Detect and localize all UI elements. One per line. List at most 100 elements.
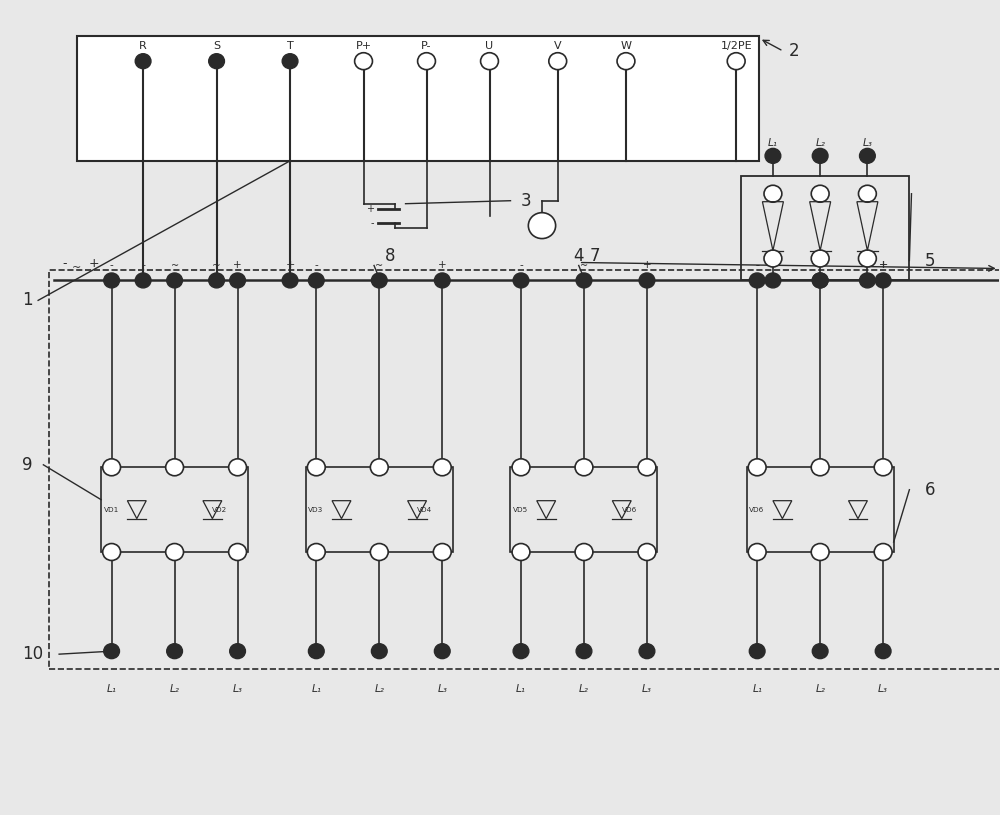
Circle shape [874,544,892,561]
Text: P+: P+ [355,42,372,51]
Circle shape [638,459,656,476]
Circle shape [229,459,246,476]
Circle shape [812,273,828,288]
Text: +: + [366,204,374,214]
Circle shape [135,54,151,68]
Circle shape [575,459,593,476]
Circle shape [528,213,556,239]
Text: -: - [110,261,113,271]
Circle shape [307,544,325,561]
Bar [747,467,894,552]
Text: 2: 2 [789,42,799,60]
Text: -: - [141,261,145,271]
Circle shape [512,544,530,561]
Circle shape [513,273,529,288]
Circle shape [858,250,876,267]
Text: L₁: L₁ [311,684,321,694]
Text: -: - [62,258,67,271]
Text: V: V [554,42,562,51]
Circle shape [575,544,593,561]
Circle shape [576,273,592,288]
Text: VD5: VD5 [513,507,528,513]
Bar [306,467,453,552]
Text: -: - [755,261,759,271]
Circle shape [434,273,450,288]
Bar [741,176,909,280]
Bar [101,467,248,552]
Bar [77,37,759,161]
Text: ~: ~ [212,262,221,271]
Text: 7: 7 [589,246,600,265]
Text: 8: 8 [385,246,395,265]
Text: 6: 6 [925,481,936,499]
Circle shape [875,644,891,659]
Circle shape [103,544,121,561]
Bar [510,467,657,552]
Bar [1,2,999,280]
Circle shape [860,148,875,163]
Circle shape [513,644,529,659]
Text: L₂: L₂ [815,138,825,148]
Circle shape [355,53,372,69]
Text: L₃: L₃ [878,684,888,694]
Circle shape [748,544,766,561]
Text: W: W [620,42,631,51]
Text: ~: ~ [375,262,383,271]
Text: 1: 1 [22,292,33,310]
Text: -: - [755,261,759,271]
Circle shape [433,544,451,561]
Text: 5: 5 [925,252,936,270]
Circle shape [765,148,781,163]
Circle shape [103,459,121,476]
Text: VD4: VD4 [417,507,432,513]
Text: 9: 9 [22,456,33,474]
Text: L₁: L₁ [752,684,762,694]
Circle shape [371,273,387,288]
Text: L₃: L₃ [437,684,447,694]
Circle shape [639,644,655,659]
Circle shape [104,273,119,288]
Text: 3: 3 [521,192,532,209]
Circle shape [639,273,655,288]
Text: +: + [879,261,887,271]
Circle shape [764,185,782,202]
Text: +: + [285,261,295,271]
Circle shape [307,459,325,476]
Text: R: R [139,42,147,51]
Circle shape [874,459,892,476]
Circle shape [230,273,245,288]
Circle shape [812,273,828,288]
Circle shape [230,644,245,659]
Text: 4: 4 [573,246,584,265]
Circle shape [308,644,324,659]
Circle shape [166,459,184,476]
Text: +: + [438,261,447,271]
Circle shape [764,250,782,267]
Circle shape [765,273,781,288]
Bar [49,271,1000,669]
Circle shape [748,459,766,476]
Text: -: - [314,261,318,271]
Circle shape [549,53,567,69]
Circle shape [749,644,765,659]
Circle shape [433,459,451,476]
Text: L₃: L₃ [642,684,652,694]
Text: VD6: VD6 [749,507,765,513]
Text: +: + [878,261,888,271]
Text: L₂: L₂ [815,684,825,694]
Circle shape [167,644,182,659]
Circle shape [811,459,829,476]
Text: ~: ~ [72,262,82,272]
Text: U: U [485,42,494,51]
Text: P-: P- [421,42,432,51]
Text: VD6: VD6 [622,507,637,513]
Circle shape [209,273,224,288]
Circle shape [229,544,246,561]
Circle shape [282,54,298,68]
Circle shape [811,250,829,267]
Text: 10: 10 [22,645,44,663]
Circle shape [135,273,151,288]
Circle shape [104,644,119,659]
Circle shape [282,273,298,288]
Text: L₂: L₂ [579,684,589,694]
